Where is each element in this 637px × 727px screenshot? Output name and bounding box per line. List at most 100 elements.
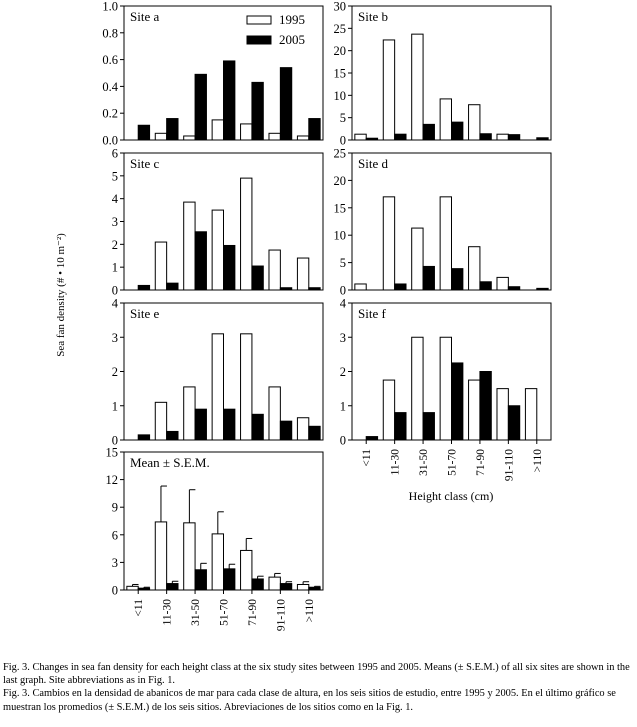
bar-1995-31-50	[411, 33, 424, 141]
bar-2005-11	[137, 434, 151, 441]
y-axis-label: Sea fan density (# • 10 m⁻²)	[55, 233, 67, 357]
x-tick-label: 71-90	[475, 449, 487, 476]
bar-2005-11	[137, 587, 151, 591]
bar-2005-51-70	[451, 121, 464, 141]
bar-1995-91-110	[496, 276, 509, 291]
y-tick-label: 15	[334, 201, 347, 215]
bar-2005-11-30	[166, 583, 179, 591]
x-tick-label: 31-50	[418, 449, 430, 476]
bar-2005-51-70	[223, 408, 236, 441]
bar-2005-11-30	[394, 412, 407, 441]
bar-2005-31-50	[422, 123, 435, 141]
bar-2005-11-30	[166, 430, 179, 441]
y-tick-label: 1.0	[102, 0, 118, 14]
bar-2005-31-50	[194, 231, 207, 291]
x-tick-label: 51-70	[219, 599, 231, 626]
bar-2005-31-50	[422, 265, 435, 291]
bar-1995-91-110	[268, 576, 281, 591]
y-tick-label: 15	[106, 446, 119, 460]
bar-2005-31-50	[194, 569, 207, 591]
bar-2005-110	[536, 137, 549, 141]
panel-label: Site b	[358, 9, 388, 24]
bar-1995-71-90	[240, 333, 253, 441]
y-tick-label: 10	[334, 89, 347, 103]
bar-2005-11-30	[166, 118, 179, 141]
bar-2005-11-30	[394, 133, 407, 141]
bar-2005-71-90	[251, 413, 264, 441]
bar-1995-11-30	[382, 39, 396, 141]
y-tick-label: 3	[340, 331, 346, 345]
bar-1995-91-110	[268, 386, 281, 441]
y-tick-label: 9	[112, 501, 118, 515]
x-tick-label: 71-90	[247, 599, 259, 626]
bar-1995-31-50	[183, 386, 196, 441]
bar-1995-31-50	[183, 522, 196, 591]
y-tick-label: 4	[112, 297, 119, 311]
y-tick-label: 0.0	[102, 134, 118, 148]
bar-2005-31-50	[422, 412, 435, 441]
legend: 1995 2005	[246, 12, 305, 47]
legend-swatch-1995	[246, 15, 272, 25]
bar-1995-11-30	[154, 241, 168, 291]
bar-2005-11	[365, 137, 379, 141]
bar-1995-11	[354, 133, 367, 141]
panel-label: Site d	[358, 156, 388, 171]
y-tick-label: 0.2	[102, 107, 118, 121]
bar-2005-51-70	[223, 244, 236, 291]
y-tick-label: 5	[340, 256, 346, 270]
bar-1995-51-70	[439, 196, 452, 291]
y-tick-label: 3	[112, 331, 118, 345]
bar-1995-11-30	[154, 521, 168, 591]
bar-1995-71-90	[468, 246, 481, 291]
x-tick-label: 11-30	[390, 449, 402, 476]
bar-1995-31-50	[183, 201, 196, 291]
bar-2005-11-30	[166, 282, 179, 291]
bar-2005-91-110	[279, 67, 293, 141]
bar-2005-91-110	[507, 134, 521, 141]
y-tick-label: 0	[340, 434, 346, 448]
bar-1995-11	[126, 585, 139, 591]
bar-1995-11-30	[382, 196, 396, 291]
bar-1995-11-30	[154, 401, 168, 441]
x-tick-label: 11-30	[162, 599, 174, 626]
panel-label: Site c	[130, 156, 159, 171]
bar-2005-51-70	[223, 60, 236, 141]
x-tick-label: >110	[304, 599, 316, 623]
bar-1995-110	[296, 583, 310, 591]
x-tick-label: 91-110	[503, 449, 515, 481]
bar-1995-71-90	[240, 123, 253, 141]
x-tick-label: <11	[361, 449, 373, 467]
y-tick-label: 1	[112, 261, 118, 275]
bar-2005-110	[308, 287, 321, 291]
y-tick-label: 12	[106, 473, 119, 487]
caption-english: Fig. 3. Changes in sea fan density for e…	[3, 662, 630, 687]
y-tick-label: 0	[340, 284, 346, 298]
bar-2005-31-50	[194, 408, 207, 441]
bar-1995-110	[296, 417, 310, 441]
bar-1995-91-110	[268, 132, 281, 141]
bar-2005-71-90	[479, 281, 492, 291]
bar-2005-91-110	[279, 287, 293, 291]
y-tick-label: 4	[112, 192, 119, 206]
y-tick-label: 2	[112, 238, 118, 252]
panel-site-f: 0 1 2 3 4 <11 11-30 31-50 51-70 71-90 91-110 >110 Si…	[340, 297, 552, 481]
y-tick-label: 10	[334, 229, 347, 243]
bar-1995-71-90	[468, 104, 481, 141]
bar-2005-11	[365, 436, 379, 441]
y-tick-label: 3	[112, 556, 118, 570]
bar-1995-91-110	[268, 249, 281, 291]
bar-1995-110	[524, 388, 538, 441]
bar-1995-51-70	[439, 336, 452, 441]
bar-1995-31-50	[183, 135, 196, 141]
bar-2005-31-50	[194, 73, 207, 141]
bar-2005-91-110	[507, 405, 521, 441]
bar-1995-11-30	[382, 379, 396, 441]
y-tick-label: 1	[340, 399, 346, 413]
y-tick-label: 1	[112, 399, 118, 413]
bar-2005-51-70	[451, 268, 464, 291]
x-tick-label: <11	[133, 599, 145, 617]
bar-2005-91-110	[507, 286, 521, 291]
legend-label-1995: 1995	[279, 12, 305, 27]
bar-2005-91-110	[279, 420, 293, 441]
